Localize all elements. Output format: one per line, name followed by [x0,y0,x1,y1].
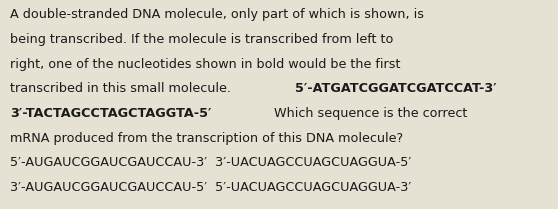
Text: A double-stranded DNA molecule, only part of which is shown, is: A double-stranded DNA molecule, only par… [10,8,424,21]
Text: 3′-TACTAGCCTAGCTAGGTA-5′: 3′-TACTAGCCTAGCTAGGTA-5′ [10,107,211,120]
Text: being transcribed. If the molecule is transcribed from left to: being transcribed. If the molecule is tr… [10,33,393,46]
Text: 5′-ATGATCGGATCGATCCAT-3′: 5′-ATGATCGGATCGATCCAT-3′ [295,82,497,95]
Text: 5′-AUGAUCGGAUCGAUCCAU-3′  3′-UACUAGCCUAGCUAGGUA-5′: 5′-AUGAUCGGAUCGAUCCAU-3′ 3′-UACUAGCCUAGC… [10,156,411,169]
Text: mRNA produced from the transcription of this DNA molecule?: mRNA produced from the transcription of … [10,132,403,145]
Text: transcribed in this small molecule.: transcribed in this small molecule. [10,82,231,95]
Text: right, one of the nucleotides shown in bold would be the first: right, one of the nucleotides shown in b… [10,58,401,71]
Text: 3′-AUGAUCGGAUCGAUCCAU-5′  5′-UACUAGCCUAGCUAGGUA-3′: 3′-AUGAUCGGAUCGAUCCAU-5′ 5′-UACUAGCCUAGC… [10,181,411,194]
Text: Which sequence is the correct: Which sequence is the correct [270,107,467,120]
